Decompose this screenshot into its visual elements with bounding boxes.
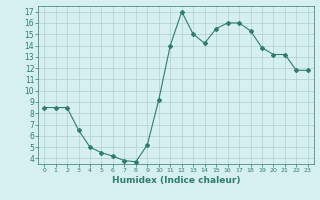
X-axis label: Humidex (Indice chaleur): Humidex (Indice chaleur)	[112, 176, 240, 185]
